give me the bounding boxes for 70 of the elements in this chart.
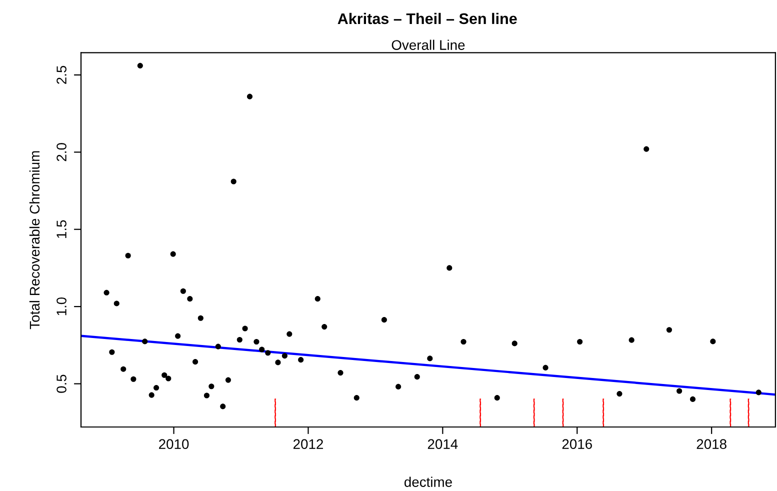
point	[666, 327, 672, 333]
y-axis-title: Total Recoverable Chromium	[29, 151, 40, 330]
y-tick-label: 0.5	[56, 374, 66, 393]
point	[756, 390, 762, 396]
point	[215, 344, 221, 350]
point	[225, 377, 232, 383]
point	[298, 357, 304, 363]
point	[130, 376, 136, 382]
point	[142, 338, 148, 344]
x-tick-label: 2010	[159, 439, 189, 450]
point	[104, 290, 110, 296]
y-tick-label: 2.0	[56, 143, 66, 162]
point	[125, 252, 131, 258]
point	[282, 353, 288, 359]
point	[427, 356, 433, 362]
point	[242, 326, 248, 332]
point	[259, 346, 265, 352]
point	[230, 178, 236, 184]
point	[192, 359, 198, 365]
point	[220, 404, 226, 410]
point	[381, 317, 387, 323]
point	[446, 265, 452, 271]
point	[180, 288, 186, 294]
point	[644, 146, 650, 152]
point	[236, 336, 242, 343]
chart-title: Akritas – Theil – Sen line	[338, 12, 517, 24]
point	[314, 296, 320, 302]
point	[175, 333, 181, 339]
point	[208, 384, 214, 390]
point	[170, 251, 176, 257]
y-tick-label: 1.5	[56, 220, 66, 238]
x-tick-label: 2016	[562, 439, 592, 450]
point	[338, 370, 344, 376]
point	[577, 338, 583, 345]
point	[494, 395, 500, 401]
point	[148, 392, 154, 398]
point	[198, 315, 204, 321]
point	[137, 62, 143, 68]
x-tick-label: 2014	[428, 439, 458, 450]
x-axis-title: dectime	[404, 476, 452, 487]
point	[114, 300, 120, 306]
point	[246, 94, 253, 100]
y-tick-label: 1.0	[56, 297, 66, 316]
point	[354, 395, 360, 401]
point	[166, 376, 172, 382]
point	[254, 338, 260, 345]
point	[460, 338, 466, 345]
point	[628, 337, 634, 343]
point	[162, 372, 168, 378]
point	[414, 374, 420, 380]
x-tick-label: 2012	[293, 439, 323, 450]
point	[187, 296, 193, 302]
point	[676, 388, 682, 394]
point	[710, 338, 716, 344]
point	[396, 384, 402, 390]
point	[690, 396, 696, 402]
point	[542, 364, 548, 370]
point	[616, 391, 622, 397]
chart-subtitle: Overall Line	[392, 40, 465, 50]
point	[204, 392, 210, 398]
point	[265, 350, 271, 356]
point	[275, 360, 281, 366]
point	[322, 324, 328, 330]
point	[286, 331, 292, 337]
point	[512, 340, 518, 346]
point	[154, 385, 160, 391]
x-tick-label: 2018	[696, 439, 726, 450]
point	[109, 349, 115, 355]
y-tick-label: 2.5	[56, 66, 66, 84]
point	[120, 366, 126, 372]
